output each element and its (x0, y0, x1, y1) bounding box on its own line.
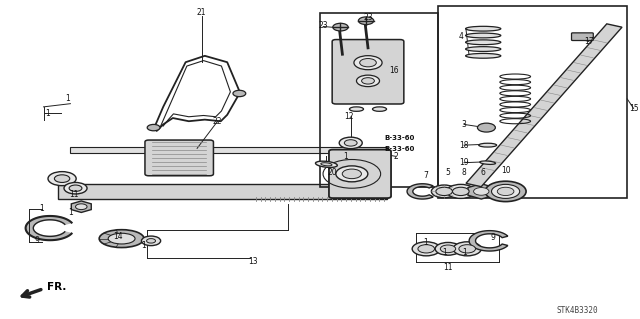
Bar (58, 184, 387, 198)
Ellipse shape (479, 143, 497, 147)
Text: 1: 1 (65, 94, 70, 103)
Text: 1: 1 (423, 238, 428, 247)
Circle shape (333, 23, 348, 31)
Circle shape (440, 245, 456, 253)
Ellipse shape (466, 33, 501, 38)
Ellipse shape (466, 40, 501, 45)
Text: 6: 6 (481, 168, 486, 177)
Text: 5: 5 (445, 168, 451, 177)
Circle shape (64, 182, 87, 194)
Text: 1: 1 (442, 248, 447, 256)
FancyBboxPatch shape (329, 150, 391, 198)
Circle shape (76, 204, 87, 210)
Text: 9: 9 (35, 236, 40, 245)
Text: 22: 22 (213, 117, 222, 126)
Ellipse shape (316, 161, 337, 167)
Text: 18: 18 (460, 141, 468, 150)
Text: 23: 23 (363, 13, 373, 22)
Text: 1: 1 (141, 241, 147, 250)
Circle shape (436, 187, 452, 196)
Circle shape (358, 17, 374, 25)
Ellipse shape (466, 26, 501, 31)
Text: 19: 19 (459, 158, 469, 167)
Circle shape (459, 245, 476, 253)
Text: B-33-60: B-33-60 (385, 135, 415, 141)
Text: 1: 1 (462, 248, 467, 256)
Circle shape (497, 187, 514, 196)
Text: 17: 17 (584, 37, 594, 46)
Ellipse shape (480, 161, 495, 164)
Polygon shape (469, 231, 508, 251)
Bar (320, 13, 438, 187)
Text: 23: 23 (318, 21, 328, 30)
Polygon shape (468, 184, 495, 199)
Text: 11: 11 (69, 190, 78, 199)
Text: 11: 11 (444, 263, 452, 272)
Text: 1: 1 (45, 109, 51, 118)
Text: 2: 2 (393, 152, 398, 161)
Text: 15: 15 (628, 104, 639, 113)
Circle shape (54, 175, 70, 182)
Ellipse shape (466, 54, 501, 58)
Ellipse shape (466, 47, 501, 51)
Circle shape (360, 59, 376, 67)
Polygon shape (466, 24, 622, 187)
Circle shape (147, 124, 160, 131)
Ellipse shape (372, 107, 387, 111)
Circle shape (141, 236, 161, 246)
Text: B-33-60: B-33-60 (385, 146, 415, 152)
Text: 9: 9 (490, 233, 495, 242)
Circle shape (336, 166, 368, 182)
Text: STK4B3320: STK4B3320 (557, 306, 598, 315)
FancyBboxPatch shape (332, 40, 404, 104)
Circle shape (356, 75, 380, 86)
Text: 3: 3 (461, 120, 467, 129)
Circle shape (431, 185, 457, 198)
Text: 12: 12 (344, 112, 353, 121)
Text: 21: 21 (197, 8, 206, 17)
Text: 20: 20 (328, 168, 338, 177)
Circle shape (492, 184, 520, 198)
Circle shape (485, 181, 526, 202)
Text: FR.: FR. (47, 282, 66, 292)
Circle shape (435, 242, 461, 255)
Circle shape (453, 242, 481, 256)
Circle shape (362, 78, 374, 84)
Circle shape (48, 172, 76, 186)
Text: 1: 1 (68, 208, 73, 217)
Circle shape (418, 245, 435, 253)
Ellipse shape (99, 230, 144, 248)
Circle shape (477, 123, 495, 132)
Circle shape (69, 185, 82, 191)
Bar (438, 6, 627, 198)
Circle shape (452, 187, 469, 196)
Polygon shape (26, 216, 72, 240)
Text: 1: 1 (343, 152, 348, 161)
Text: 14: 14 (113, 232, 124, 241)
Text: 13: 13 (248, 257, 258, 266)
Circle shape (474, 188, 489, 195)
Ellipse shape (321, 163, 332, 166)
Text: 8: 8 (461, 168, 467, 177)
FancyBboxPatch shape (145, 140, 214, 176)
Polygon shape (407, 184, 433, 199)
Circle shape (233, 90, 246, 97)
Text: 4: 4 (458, 32, 463, 41)
Text: 10: 10 (500, 166, 511, 175)
FancyBboxPatch shape (572, 33, 593, 41)
Circle shape (342, 169, 362, 179)
Circle shape (354, 56, 382, 70)
Ellipse shape (349, 107, 364, 111)
Circle shape (447, 184, 475, 198)
Circle shape (339, 137, 362, 149)
Circle shape (147, 239, 156, 243)
Text: 1: 1 (39, 204, 44, 213)
Circle shape (344, 140, 357, 146)
Ellipse shape (108, 233, 135, 244)
Polygon shape (71, 201, 92, 212)
Text: 16: 16 (388, 66, 399, 75)
Bar (70, 147, 387, 153)
Circle shape (412, 242, 440, 256)
Text: 7: 7 (423, 171, 428, 180)
